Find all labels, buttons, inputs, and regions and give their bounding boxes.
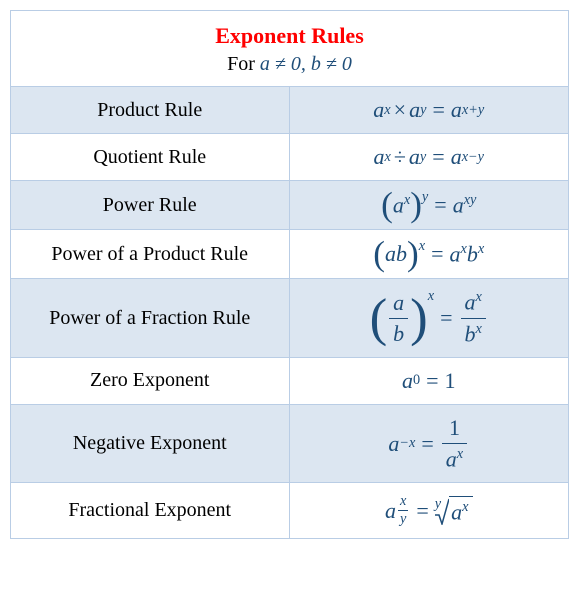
exponent-rules-table: Exponent Rules For a ≠ 0, b ≠ 0 Product …: [10, 10, 569, 539]
rule-formula-negative: a−x = 1 ax: [290, 405, 569, 482]
subtitle-conditions: a ≠ 0, b ≠ 0: [260, 53, 352, 75]
subtitle: For a ≠ 0, b ≠ 0: [19, 53, 560, 76]
rule-formula-product: ax × ay = ax+y: [290, 87, 569, 133]
table-row: Power of a Fraction Rule ( a b ) x = ax …: [11, 279, 568, 358]
rule-label: Power of a Fraction Rule: [11, 279, 290, 357]
rule-label: Negative Exponent: [11, 405, 290, 482]
rule-formula-quotient: ax ÷ ay = ax−y: [290, 134, 569, 180]
rule-formula-power-fraction: ( a b ) x = ax bx: [290, 279, 569, 357]
title: Exponent Rules: [19, 23, 560, 49]
rule-label: Zero Exponent: [11, 358, 290, 404]
rule-formula-power: ( ax ) y = axy: [290, 181, 569, 229]
rule-label: Quotient Rule: [11, 134, 290, 180]
table-row: Product Rule ax × ay = ax+y: [11, 87, 568, 134]
rule-label: Fractional Exponent: [11, 483, 290, 538]
rule-label: Product Rule: [11, 87, 290, 133]
rule-formula-power-product: ( ab ) x = axbx: [290, 230, 569, 278]
table-row: Fractional Exponent a x y = y ax: [11, 483, 568, 538]
table-row: Power Rule ( ax ) y = axy: [11, 181, 568, 230]
rule-label: Power Rule: [11, 181, 290, 229]
rule-formula-fractional: a x y = y ax: [290, 483, 569, 538]
table-row: Quotient Rule ax ÷ ay = ax−y: [11, 134, 568, 181]
table-row: Zero Exponent a0 = 1: [11, 358, 568, 405]
subtitle-for: For: [227, 53, 260, 75]
rule-formula-zero: a0 = 1: [290, 358, 569, 404]
table-row: Power of a Product Rule ( ab ) x = axbx: [11, 230, 568, 279]
radical-icon: [435, 497, 449, 525]
table-header: Exponent Rules For a ≠ 0, b ≠ 0: [11, 11, 568, 87]
rule-label: Power of a Product Rule: [11, 230, 290, 278]
table-row: Negative Exponent a−x = 1 ax: [11, 405, 568, 483]
